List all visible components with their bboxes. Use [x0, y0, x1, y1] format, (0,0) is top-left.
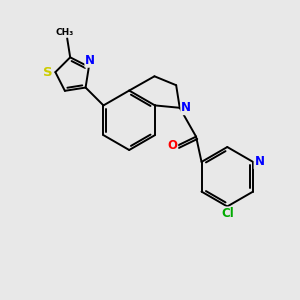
- Text: N: N: [181, 101, 191, 114]
- Text: CH₃: CH₃: [55, 28, 73, 37]
- Text: O: O: [167, 139, 177, 152]
- Text: N: N: [85, 54, 95, 67]
- Text: S: S: [43, 66, 53, 79]
- Text: N: N: [255, 155, 265, 168]
- Text: Cl: Cl: [221, 207, 234, 220]
